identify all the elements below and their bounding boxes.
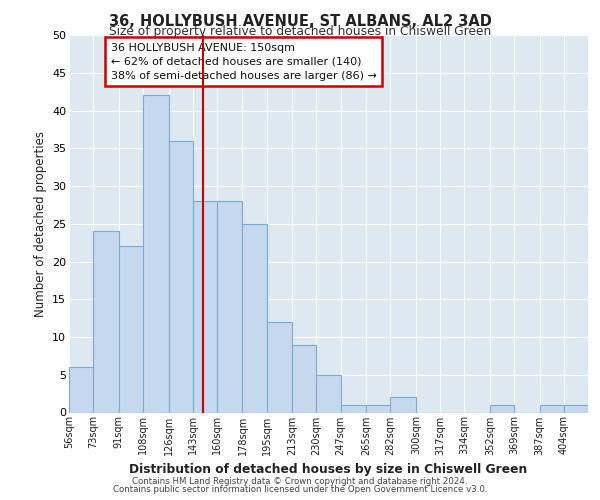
Text: Contains HM Land Registry data © Crown copyright and database right 2024.: Contains HM Land Registry data © Crown c…	[132, 477, 468, 486]
Bar	[316, 375, 341, 412]
Bar	[69, 367, 93, 412]
Text: 36, HOLLYBUSH AVENUE, ST ALBANS, AL2 3AD: 36, HOLLYBUSH AVENUE, ST ALBANS, AL2 3AD	[109, 14, 491, 29]
Bar	[193, 201, 217, 412]
Bar	[143, 96, 169, 412]
Y-axis label: Number of detached properties: Number of detached properties	[34, 130, 47, 317]
Text: Size of property relative to detached houses in Chiswell Green: Size of property relative to detached ho…	[109, 25, 491, 38]
Bar	[366, 405, 391, 412]
Bar	[93, 232, 119, 412]
Bar	[119, 246, 143, 412]
Bar	[217, 201, 242, 412]
Bar	[341, 405, 366, 412]
Bar	[564, 405, 588, 412]
X-axis label: Distribution of detached houses by size in Chiswell Green: Distribution of detached houses by size …	[130, 463, 527, 476]
Bar	[169, 140, 193, 412]
Bar	[266, 322, 292, 412]
Text: Contains public sector information licensed under the Open Government Licence v3: Contains public sector information licen…	[113, 485, 487, 494]
Bar	[490, 405, 514, 412]
Bar	[391, 398, 416, 412]
Bar	[292, 344, 316, 412]
Text: 36 HOLLYBUSH AVENUE: 150sqm
← 62% of detached houses are smaller (140)
38% of se: 36 HOLLYBUSH AVENUE: 150sqm ← 62% of det…	[110, 42, 376, 80]
Bar	[539, 405, 564, 412]
Bar	[242, 224, 266, 412]
